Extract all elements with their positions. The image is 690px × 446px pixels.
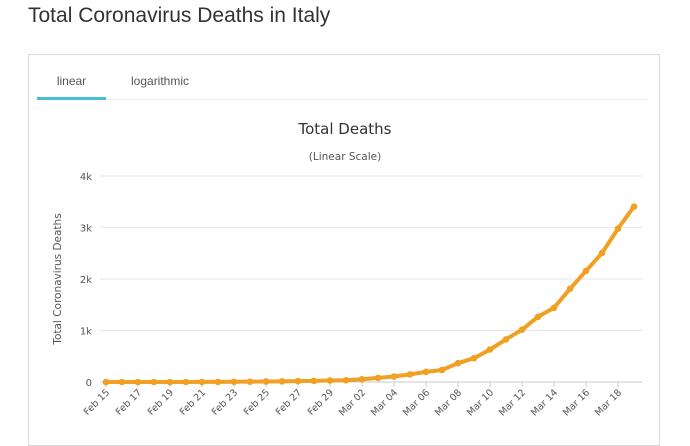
- data-point: [134, 378, 142, 386]
- data-point: [374, 374, 382, 382]
- data-point: [358, 376, 366, 383]
- data-point: [486, 346, 494, 353]
- x-tick-label: Mar 12: [497, 387, 528, 418]
- chart-title: Total Deaths: [298, 120, 392, 138]
- y-tick-label: 3k: [80, 224, 92, 235]
- data-point: [582, 267, 590, 275]
- y-tick-label: 0: [86, 378, 92, 389]
- x-tick-label: Feb 19: [146, 387, 176, 417]
- x-tick-label: Feb 25: [242, 387, 272, 417]
- data-point: [422, 368, 430, 376]
- x-tick-label: Feb 21: [178, 387, 208, 417]
- data-point: [166, 378, 174, 386]
- data-point: [262, 378, 270, 385]
- tab-logarithmic[interactable]: logarithmic: [131, 74, 189, 88]
- total-deaths-chart: Total Deaths (Linear Scale) Total Corona…: [52, 120, 642, 418]
- data-point: [310, 377, 318, 385]
- active-tab-indicator: [37, 97, 106, 100]
- x-tick-label: Feb 17: [114, 387, 144, 417]
- data-point: [246, 378, 254, 385]
- data-point: [214, 378, 222, 386]
- x-tick-label: Mar 16: [561, 387, 592, 418]
- chart-card: linear logarithmic Total Deaths (Linear …: [28, 54, 660, 446]
- x-tick-label: Mar 04: [369, 387, 400, 418]
- chart-subtitle: (Linear Scale): [309, 151, 381, 163]
- data-point: [406, 371, 414, 378]
- data-point: [278, 378, 286, 385]
- data-point: [550, 304, 558, 312]
- page-title: Total Coronavirus Deaths in Italy: [28, 4, 331, 27]
- x-tick-label: Mar 10: [465, 387, 496, 418]
- y-tick-label: 4k: [80, 172, 92, 183]
- data-point: [534, 313, 542, 321]
- data-point: [518, 326, 526, 333]
- tab-linear-label: linear: [56, 74, 87, 88]
- y-tick-label: 2k: [80, 275, 92, 286]
- y-tick-label: 1k: [80, 327, 92, 338]
- data-point: [230, 378, 238, 386]
- data-point: [102, 378, 110, 386]
- data-point: [326, 377, 334, 384]
- data-point: [390, 373, 398, 380]
- y-axis-label: Total Coronavirus Deaths: [52, 213, 64, 345]
- x-tick-label: Mar 08: [433, 387, 464, 418]
- data-point: [198, 378, 206, 386]
- x-tick-label: Feb 23: [210, 387, 240, 417]
- scale-tabs: linear logarithmic: [37, 55, 649, 100]
- tab-logarithmic-label: logarithmic: [131, 74, 190, 88]
- data-point: [630, 203, 638, 210]
- x-tick-label: Feb 15: [82, 387, 112, 417]
- data-point: [182, 378, 190, 386]
- data-point: [438, 366, 446, 374]
- data-point: [150, 378, 158, 386]
- data-point: [598, 249, 606, 257]
- data-point: [470, 354, 478, 362]
- data-point: [566, 285, 574, 293]
- data-point: [502, 336, 510, 343]
- data-point: [342, 376, 350, 384]
- data-point: [294, 377, 302, 385]
- data-point: [614, 225, 622, 232]
- x-tick-label: Feb 29: [306, 387, 336, 417]
- x-tick-label: Mar 18: [593, 387, 624, 418]
- x-tick-label: Mar 02: [337, 387, 368, 418]
- data-point: [454, 359, 462, 367]
- x-tick-label: Mar 14: [529, 387, 560, 418]
- series-line: [104, 204, 636, 384]
- x-tick-label: Mar 06: [401, 387, 432, 418]
- tab-linear[interactable]: linear: [37, 74, 106, 100]
- x-tick-label: Feb 27: [274, 387, 304, 417]
- data-point: [118, 378, 126, 386]
